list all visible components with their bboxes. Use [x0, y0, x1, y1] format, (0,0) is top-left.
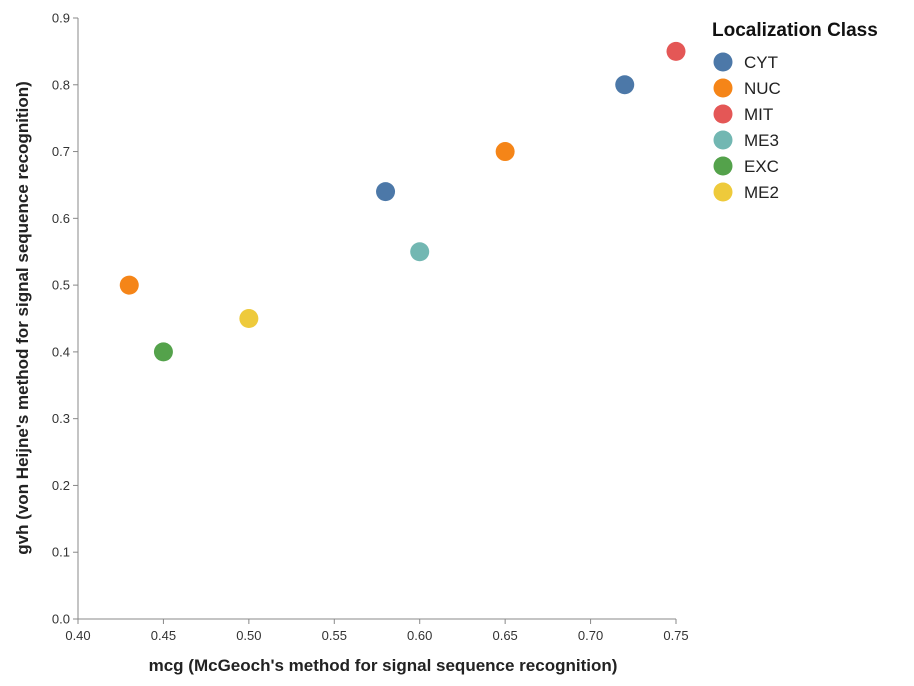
y-tick-label: 0.1 [52, 545, 70, 560]
y-tick-label: 0.3 [52, 411, 70, 426]
legend-swatch-nuc [713, 78, 733, 98]
x-tick-label: 0.50 [236, 628, 261, 643]
x-tick-label: 0.40 [65, 628, 90, 643]
y-tick-label: 0.5 [52, 278, 70, 293]
legend-swatch-mit [713, 104, 733, 124]
legend-swatch-me2 [713, 182, 733, 202]
y-tick-label: 0.9 [52, 11, 70, 26]
data-point-cyt [615, 75, 635, 95]
x-tick-label: 0.45 [151, 628, 176, 643]
x-tick-label: 0.75 [663, 628, 688, 643]
legend-label: MIT [744, 105, 773, 124]
data-points [119, 41, 686, 362]
data-point-nuc [119, 275, 139, 295]
data-point-me2 [239, 309, 259, 328]
x-axis: 0.40 0.45 0.50 0.55 0.60 0.65 0.70 0.75 [65, 618, 689, 643]
x-tick-label: 0.65 [492, 628, 517, 643]
legend-swatch-me3 [713, 130, 733, 150]
y-tick-label: 0.8 [52, 77, 70, 92]
y-axis: 0.0 0.1 0.2 0.3 0.4 0.5 0.6 0.7 0.8 0.9 [52, 11, 79, 627]
legend-label: ME2 [744, 183, 779, 202]
legend-swatch-exc [713, 156, 733, 176]
legend: Localization Class CYT NUC MIT ME3 EXC ME2 [712, 20, 878, 202]
data-point-exc [153, 342, 173, 362]
x-axis-title: mcg (McGeoch's method for signal sequenc… [149, 656, 618, 675]
y-tick-label: 0.0 [52, 612, 70, 627]
legend-title: Localization Class [712, 20, 878, 41]
legend-label: CYT [744, 53, 778, 72]
x-tick-label: 0.55 [322, 628, 347, 643]
legend-label: ME3 [744, 131, 779, 150]
data-point-cyt [376, 182, 396, 202]
y-tick-label: 0.2 [52, 478, 70, 493]
legend-label: EXC [744, 157, 779, 176]
y-tick-label: 0.6 [52, 211, 70, 226]
x-tick-label: 0.70 [578, 628, 603, 643]
y-tick-label: 0.4 [52, 344, 70, 359]
legend-swatch-cyt [713, 52, 733, 72]
legend-label: NUC [744, 79, 781, 98]
data-point-me3 [410, 242, 430, 262]
y-tick-label: 0.7 [52, 144, 70, 159]
y-axis-title: gvh (von Heijne's method for signal sequ… [13, 81, 32, 555]
data-point-mit [666, 41, 686, 61]
data-point-nuc [495, 142, 515, 162]
x-tick-label: 0.60 [407, 628, 432, 643]
